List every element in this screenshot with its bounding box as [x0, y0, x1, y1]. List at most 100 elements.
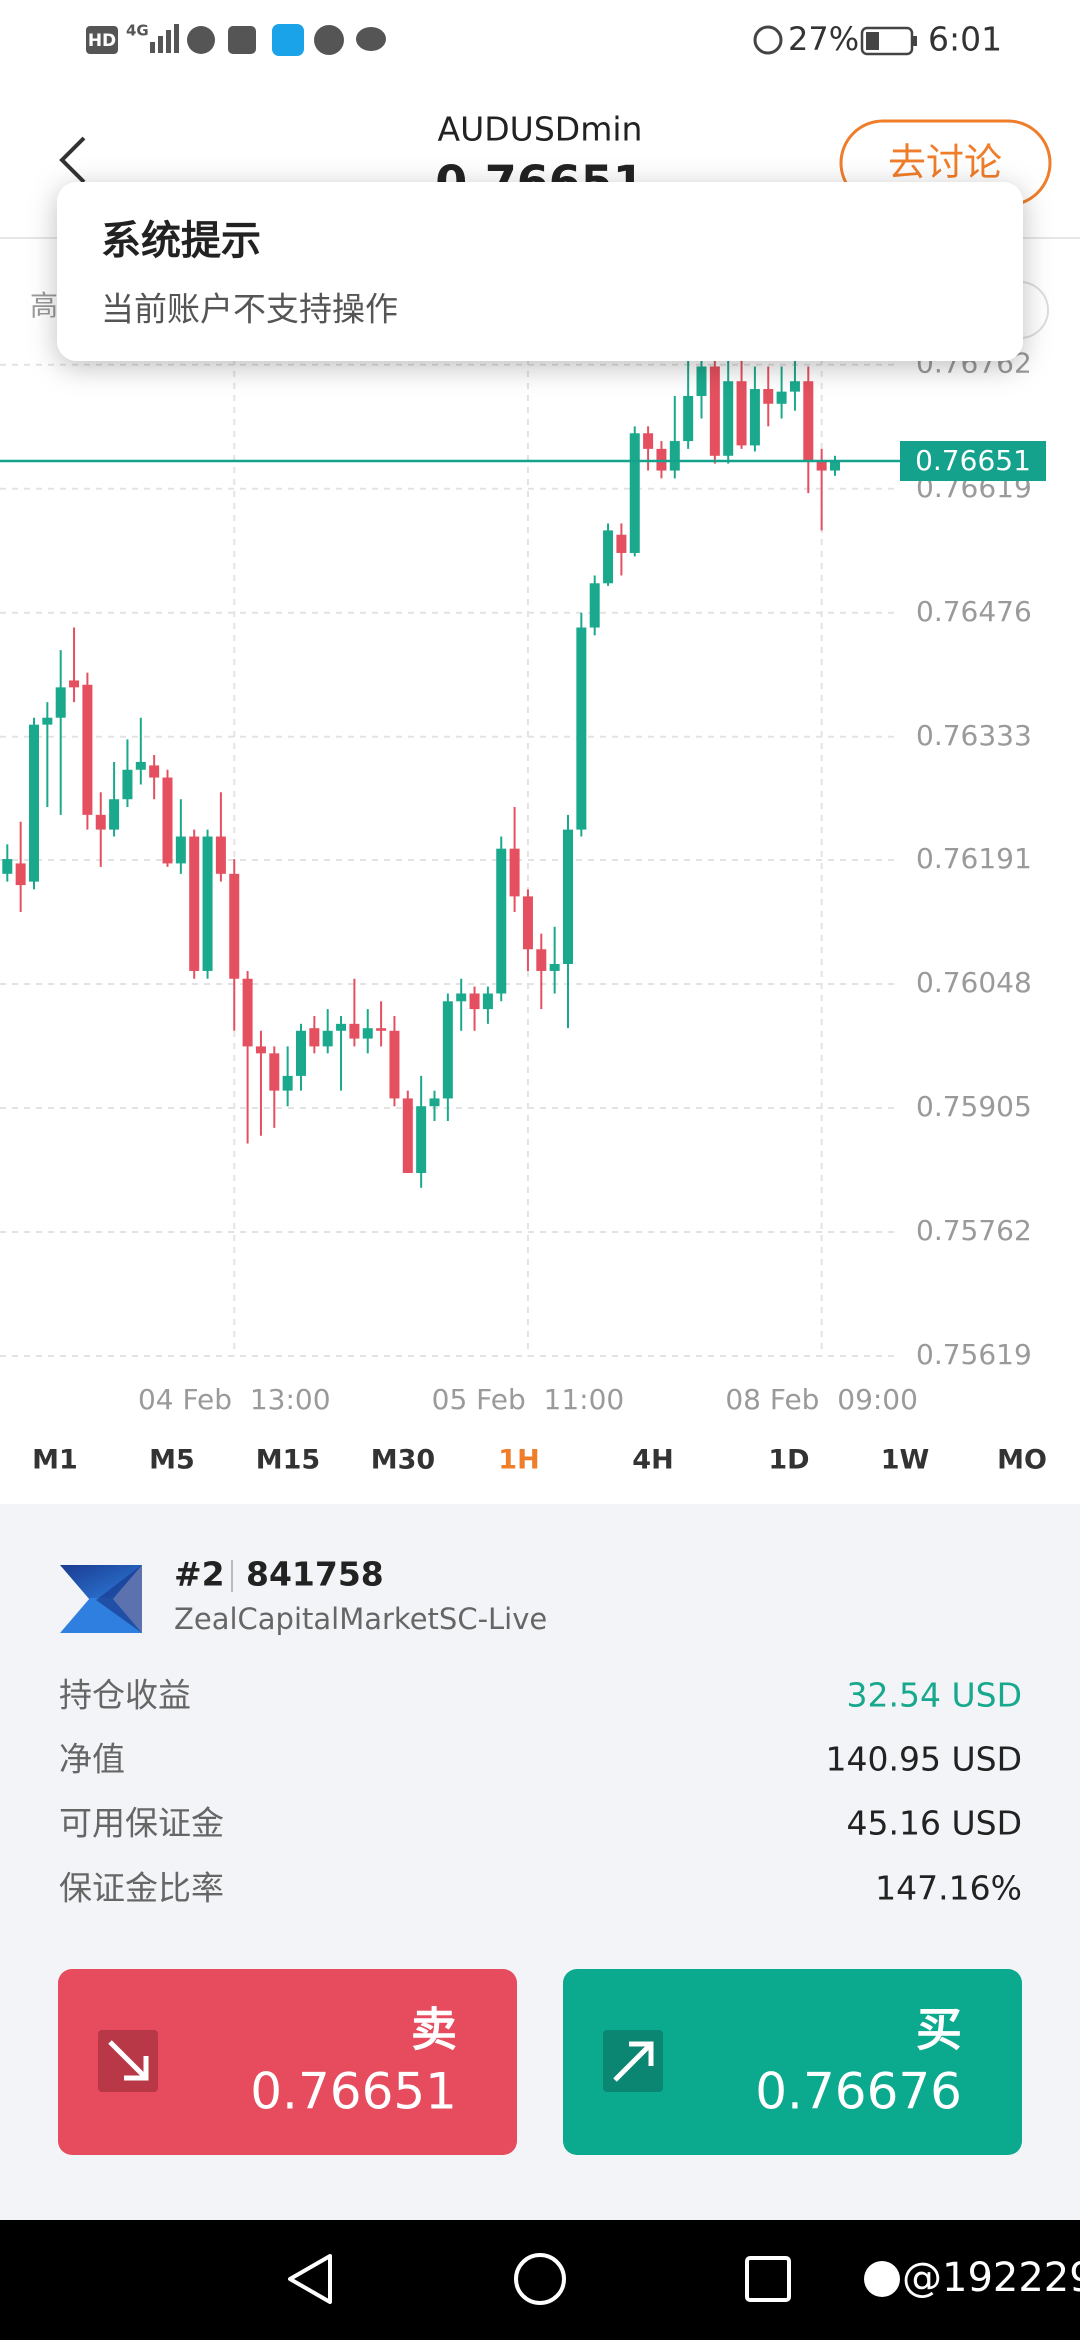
timeframe-tab[interactable]: M30 [371, 1445, 435, 1476]
row-label: 净值 [59, 1740, 125, 1779]
buy-label: 买 [916, 2003, 962, 2057]
timeframe-tab[interactable]: MO [997, 1445, 1047, 1476]
timeframe-tab[interactable]: M5 [149, 1445, 195, 1476]
timeframe-tab[interactable]: 1H [498, 1445, 539, 1476]
account-id: 841758 [246, 1555, 384, 1594]
candle-body [536, 949, 547, 971]
candle-body [122, 769, 133, 800]
dialog-message: 当前账户不支持操作 [101, 290, 398, 329]
candle-body [362, 1028, 373, 1039]
status-bar [0, 0, 1080, 82]
nav-back[interactable] [288, 2254, 332, 2304]
price-chart: 0.75619 0.75762 0.75905 0.76048 0.76191 0.763… [0, 239, 1046, 1416]
x-tick-label: 04 Feb 13:00 [138, 1383, 331, 1416]
candle-body [416, 1106, 427, 1174]
x-tick-label: 08 Feb 09:00 [725, 1383, 918, 1416]
app-icon [228, 26, 256, 54]
y-tick-label: 0.75905 [916, 1090, 1032, 1123]
timeframe-tab[interactable]: 4H [632, 1445, 673, 1476]
candle-body [589, 583, 600, 628]
sell-label: 卖 [411, 2003, 457, 2057]
battery-fill [866, 32, 879, 50]
signal-icon [150, 24, 179, 53]
candle-body [29, 724, 39, 882]
network-label: 4G [126, 22, 149, 40]
candle-body [509, 848, 520, 897]
logo-part [60, 1598, 142, 1633]
candle-body [576, 627, 587, 830]
high-label: 高 [30, 289, 58, 322]
dialog-title: 系统提示 [101, 218, 261, 264]
candle-body [616, 534, 627, 553]
clock: 6:01 [928, 20, 1002, 59]
candle-body [776, 391, 787, 404]
buy-button[interactable] [563, 1969, 1022, 2155]
timeframe-tab[interactable]: M15 [256, 1445, 320, 1476]
timeframe-tab[interactable]: M1 [32, 1445, 78, 1476]
candle-body [82, 684, 93, 815]
server-name: ZealCapitalMarketSC-Live [174, 1602, 547, 1636]
candle-body [723, 381, 734, 456]
candle-body [563, 829, 573, 965]
candle-body [389, 1030, 400, 1099]
candle-body [709, 366, 720, 456]
candle-body [696, 366, 707, 396]
row-value: 140.95 USD [826, 1740, 1022, 1779]
candle-body [830, 461, 840, 471]
timeframe-tab[interactable]: 1D [768, 1445, 809, 1476]
nav-recent[interactable] [745, 2256, 791, 2302]
discuss-label: 去讨论 [888, 141, 1002, 185]
candle-body [242, 978, 253, 1047]
candle-body [816, 460, 827, 471]
candle-body [296, 1030, 306, 1076]
candle-body [95, 814, 106, 830]
nav-bar [0, 2220, 1080, 2340]
candle-body [202, 836, 213, 971]
y-tick-label: 0.76191 [916, 842, 1032, 875]
row-label: 保证金比率 [59, 1869, 224, 1908]
y-tick-label: 0.76048 [916, 966, 1032, 999]
logo-part [60, 1565, 142, 1600]
sell-price: 0.76651 [250, 2063, 457, 2121]
candle-body [2, 859, 13, 874]
candle-body [189, 836, 200, 971]
candle-body [469, 993, 480, 1010]
sell-button[interactable] [58, 1969, 517, 2155]
candle-body [549, 964, 560, 971]
watermark: @192229 [902, 2255, 1080, 2301]
candle-body [456, 993, 467, 1002]
candle-body [322, 1030, 333, 1047]
buy-price: 0.76676 [755, 2063, 962, 2121]
candle-body [496, 848, 507, 994]
candle-body [55, 687, 66, 718]
candle-body [656, 448, 667, 471]
battery-icon [860, 26, 914, 56]
row-value: 32.54 USD [847, 1676, 1022, 1715]
candle-body [603, 530, 614, 584]
candle-body [42, 717, 53, 725]
y-tick-label: 0.75762 [916, 1214, 1032, 1247]
timeframe-tabs: M1 M5 M15 M30 1H 4H 1D 1W MO [32, 1445, 1047, 1476]
symbol-title: AUDUSDmin [438, 110, 643, 149]
candle-body [349, 1023, 360, 1039]
candle-body [669, 441, 680, 471]
y-tick-label: 0.76476 [916, 595, 1032, 628]
candle-body [175, 836, 186, 864]
y-tick-label: 0.76333 [916, 719, 1032, 752]
candle-body [135, 761, 146, 770]
battery-level: 27% [788, 20, 859, 58]
nav-home[interactable] [514, 2253, 566, 2305]
hd-icon [86, 26, 118, 54]
y-tick-label: 0.75619 [916, 1338, 1032, 1371]
timeframe-tab[interactable]: 1W [881, 1445, 930, 1476]
candle-body [215, 836, 226, 874]
app-icon [314, 25, 344, 55]
app-icon [272, 24, 304, 56]
logo-part [96, 1565, 142, 1633]
row-value: 45.16 USD [847, 1804, 1022, 1843]
back-button[interactable] [59, 136, 86, 184]
hd-label: HD [88, 31, 116, 51]
row-label: 持仓收益 [59, 1676, 191, 1715]
alarm-icon [753, 25, 783, 55]
candle-body [69, 680, 80, 688]
